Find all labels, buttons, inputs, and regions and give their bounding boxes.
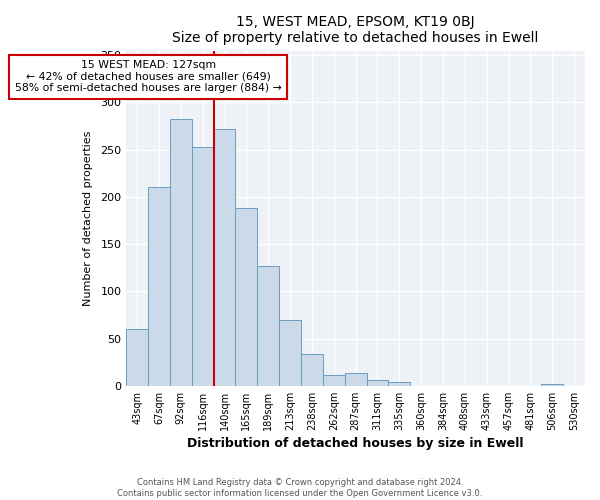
Bar: [541, 384, 563, 386]
Bar: [148, 188, 170, 386]
Bar: [388, 382, 410, 386]
Bar: [126, 329, 148, 386]
Bar: [257, 266, 279, 386]
Y-axis label: Number of detached properties: Number of detached properties: [83, 130, 94, 306]
X-axis label: Distribution of detached houses by size in Ewell: Distribution of detached houses by size …: [187, 437, 524, 450]
Bar: [367, 380, 388, 386]
Bar: [344, 372, 367, 386]
Bar: [192, 147, 214, 386]
Text: Contains HM Land Registry data © Crown copyright and database right 2024.
Contai: Contains HM Land Registry data © Crown c…: [118, 478, 482, 498]
Bar: [235, 208, 257, 386]
Bar: [301, 354, 323, 386]
Bar: [170, 118, 192, 386]
Bar: [214, 129, 235, 386]
Text: 15 WEST MEAD: 127sqm
← 42% of detached houses are smaller (649)
58% of semi-deta: 15 WEST MEAD: 127sqm ← 42% of detached h…: [15, 60, 281, 93]
Title: 15, WEST MEAD, EPSOM, KT19 0BJ
Size of property relative to detached houses in E: 15, WEST MEAD, EPSOM, KT19 0BJ Size of p…: [172, 15, 539, 45]
Bar: [279, 320, 301, 386]
Bar: [323, 376, 344, 386]
